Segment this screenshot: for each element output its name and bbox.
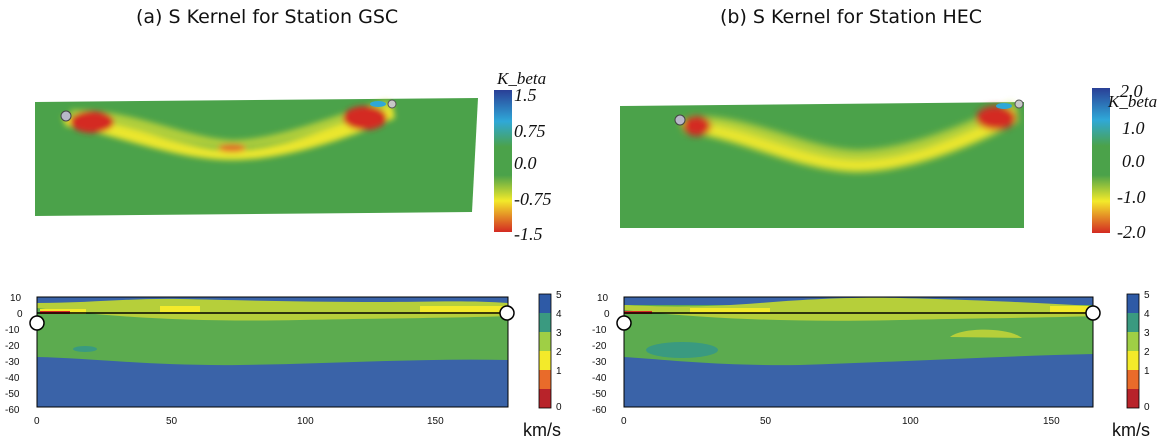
kernel-a-red-center — [218, 144, 246, 152]
depth-axis-b: 10 0 -10 -20 -30 -40 -50 -60 — [592, 293, 610, 416]
panel-a-title: (a) S Kernel for Station GSC — [136, 6, 399, 28]
svg-text:-50: -50 — [592, 389, 607, 400]
svg-text:1: 1 — [556, 366, 562, 377]
svg-text:100: 100 — [297, 416, 314, 427]
svg-text:0: 0 — [34, 416, 40, 427]
svg-text:-10: -10 — [592, 325, 607, 336]
svg-text:2: 2 — [1144, 347, 1150, 358]
kernel-a-colorbar-label: K_beta — [496, 69, 546, 88]
kernel-b-blue-right — [996, 103, 1012, 109]
kernel-a-red-left — [70, 111, 114, 133]
svg-text:100: 100 — [902, 416, 919, 427]
kernel-b-source-marker — [674, 114, 686, 126]
svg-text:0: 0 — [604, 309, 610, 320]
svg-text:2: 2 — [556, 347, 562, 358]
kernel-a-station-marker — [387, 99, 397, 109]
velocity-b-source-marker — [616, 315, 632, 331]
kernel-b-colorbar — [1092, 88, 1110, 233]
svg-text:-30: -30 — [5, 357, 20, 368]
kernel-b-cb-tick: -2.0 — [1117, 222, 1146, 242]
velocity-unit-a: km/s — [523, 420, 561, 440]
velocity-a-source-marker — [29, 315, 45, 331]
svg-text:-20: -20 — [5, 341, 20, 352]
distance-axis-b: 0 50 100 150 — [621, 416, 1060, 427]
kernel-b-red-right — [976, 106, 1016, 130]
kernel-b-banana-light — [690, 102, 1015, 160]
svg-text:10: 10 — [10, 293, 22, 304]
svg-text:150: 150 — [1043, 416, 1060, 427]
kernel-b-red-left — [683, 116, 711, 136]
kernel-b-colorbar-label: K_beta — [1107, 92, 1157, 111]
svg-text:4: 4 — [1144, 309, 1150, 320]
svg-text:5: 5 — [556, 290, 562, 301]
kernel-b-cb-tick: -1.0 — [1117, 187, 1146, 207]
svg-text:-50: -50 — [5, 389, 20, 400]
svg-text:-60: -60 — [5, 405, 20, 416]
svg-text:5: 5 — [1144, 290, 1150, 301]
kernel-a-banana-light — [70, 100, 392, 148]
svg-text:0: 0 — [17, 309, 23, 320]
velocity-model-a — [36, 296, 509, 408]
kernel-a-cb-tick: -0.75 — [514, 189, 552, 209]
kernel-a-red-right — [343, 106, 387, 130]
svg-text:0: 0 — [621, 416, 627, 427]
velocity-colorbar-a: 5 4 3 2 1 0 — [538, 290, 562, 413]
kernel-a-source-marker — [60, 110, 72, 122]
kernel-a-blue-right — [370, 101, 386, 107]
velocity-colorbar-b: 5 4 3 2 1 0 — [1126, 290, 1150, 413]
svg-text:-40: -40 — [592, 373, 607, 384]
svg-text:-30: -30 — [592, 357, 607, 368]
svg-text:3: 3 — [1144, 328, 1150, 339]
kernel-b-banana-yellow — [680, 106, 1018, 172]
kernel-a-cb-tick: 0.75 — [514, 121, 546, 141]
svg-text:150: 150 — [427, 416, 444, 427]
svg-text:50: 50 — [166, 416, 178, 427]
svg-text:4: 4 — [556, 309, 562, 320]
kernel-a-banana-yellow — [62, 104, 395, 160]
distance-axis-a: 0 50 100 150 — [34, 416, 444, 427]
svg-text:0: 0 — [1144, 402, 1150, 413]
svg-text:3: 3 — [556, 328, 562, 339]
kernel-b-cb-tick: 2.0 — [1120, 81, 1143, 101]
kernel-a-colorbar — [494, 90, 512, 232]
kernel-b-station-marker — [1014, 99, 1024, 109]
velocity-b-station-marker — [1085, 305, 1101, 321]
svg-text:-40: -40 — [5, 373, 20, 384]
velocity-a-station-marker — [499, 305, 515, 321]
svg-text:-20: -20 — [592, 341, 607, 352]
svg-text:1: 1 — [1144, 366, 1150, 377]
velocity-unit-b: km/s — [1112, 420, 1150, 440]
svg-text:-10: -10 — [5, 325, 20, 336]
kernel-b-cb-tick: 0.0 — [1122, 151, 1145, 171]
svg-text:50: 50 — [760, 416, 772, 427]
velocity-model-b — [623, 296, 1094, 408]
kernel-b-cb-tick: 1.0 — [1122, 118, 1145, 138]
panel-b-title: (b) S Kernel for Station HEC — [720, 6, 983, 28]
svg-text:10: 10 — [597, 293, 609, 304]
depth-axis-a: 10 0 -10 -20 -30 -40 -50 -60 — [5, 293, 23, 416]
kernel-a-cb-tick: 1.5 — [514, 85, 537, 105]
svg-text:-60: -60 — [592, 405, 607, 416]
kernel-a-cb-tick: 0.0 — [514, 153, 537, 173]
svg-text:0: 0 — [556, 402, 562, 413]
kernel-a-cb-tick: -1.5 — [514, 224, 543, 244]
